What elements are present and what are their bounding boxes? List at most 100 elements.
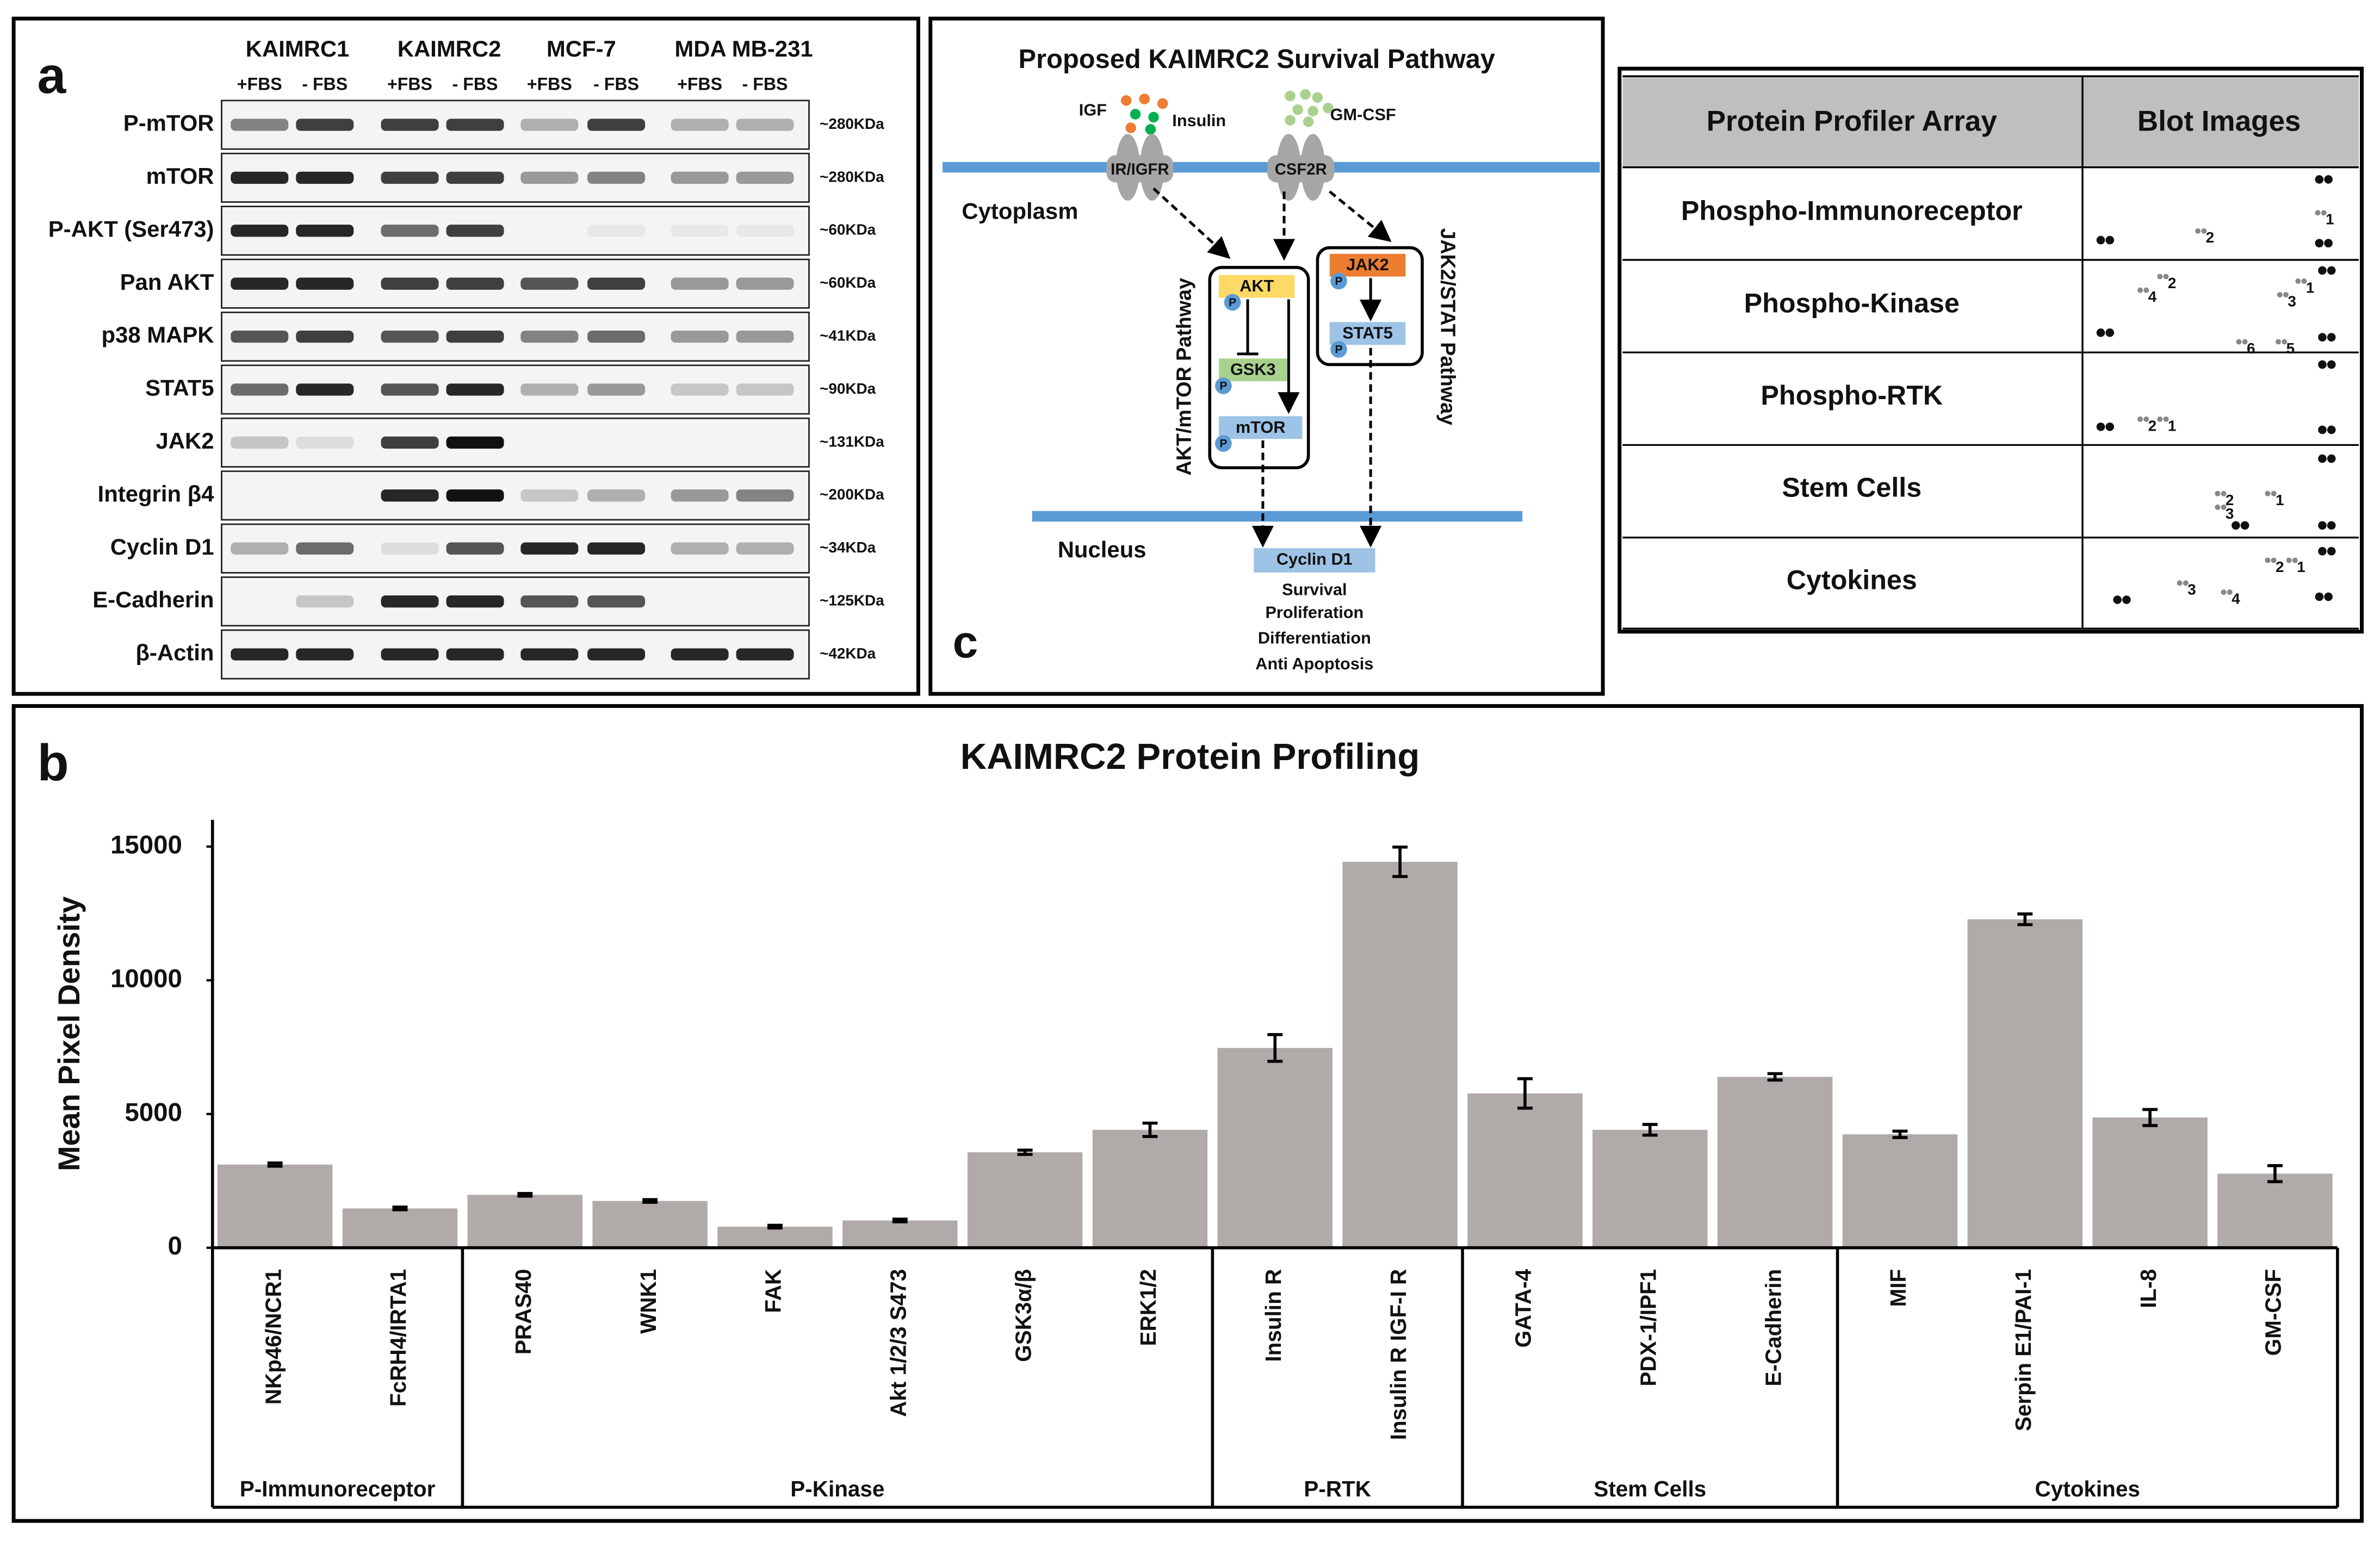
- spot-label: 2: [2148, 417, 2157, 434]
- blot-strip: [221, 417, 810, 468]
- blot-band: [231, 119, 289, 131]
- blot-band: [446, 225, 504, 237]
- blot-band: [520, 277, 579, 290]
- blot-band: [520, 542, 579, 555]
- blot-dot: [2315, 210, 2321, 216]
- blot-dot: [2318, 425, 2327, 434]
- table-frame: [1617, 66, 2364, 634]
- group-label: P-RTK: [1304, 1476, 1371, 1501]
- x-tick-label: Akt 1/2/3 S473: [885, 1269, 910, 1417]
- blot-band: [736, 489, 794, 502]
- blot-band: [446, 119, 504, 131]
- band-size: ~60KDa: [820, 221, 876, 238]
- blot-band: [381, 542, 439, 555]
- group-label: Cytokines: [2035, 1476, 2140, 1501]
- blot-dot: [2321, 210, 2327, 216]
- x-tick-label: Insulin R: [1261, 1269, 1286, 1362]
- x-tick-label: Insulin R IGF-I R: [1386, 1269, 1411, 1440]
- blot-dot: [2318, 360, 2327, 369]
- blot-dot: [2105, 235, 2115, 245]
- ligand: [1307, 105, 1318, 117]
- bar: [342, 1208, 458, 1248]
- error-bar: [642, 1198, 658, 1204]
- error-bar: [892, 1217, 908, 1223]
- blot-dot: [2096, 422, 2105, 431]
- receptor-body: [1267, 155, 1335, 183]
- error-bar: [767, 1223, 783, 1230]
- cell-line: KAIMRC1: [246, 36, 350, 61]
- x-tick-label: NKp46/NCR1: [261, 1269, 286, 1405]
- blot-dot: [2327, 360, 2336, 369]
- phospho-site: [1330, 272, 1347, 290]
- blot-dot: [2318, 454, 2327, 463]
- bar: [1717, 1077, 1833, 1248]
- error-bar: [1267, 1033, 1283, 1063]
- y-tick-label: 10000: [110, 964, 182, 993]
- node-label: JAK2: [1346, 255, 1389, 274]
- blot-band: [231, 383, 289, 396]
- row-name: Phospho-Kinase: [1744, 288, 1960, 318]
- x-tick-label: E-Cadherin: [1761, 1269, 1786, 1387]
- cell-line: KAIMRC2: [398, 36, 501, 61]
- blot-dot: [2327, 425, 2336, 434]
- condition: - FBS: [453, 74, 498, 94]
- protein-name: STAT5: [145, 375, 214, 401]
- blot-dot: [2242, 339, 2248, 345]
- phospho-label: P: [1229, 296, 1236, 309]
- blot-dot: [2277, 292, 2283, 298]
- blot-dot: [2221, 504, 2227, 510]
- panel-a-frame: [11, 16, 920, 696]
- outcome: Anti Apoptosis: [1255, 654, 1373, 673]
- phospho-site: [1215, 435, 1232, 452]
- blot-band: [671, 171, 729, 184]
- bar: [717, 1226, 833, 1248]
- bar: [467, 1195, 583, 1248]
- blot-band: [587, 595, 646, 608]
- ligand-label: Insulin: [1172, 111, 1226, 130]
- x-tick-label: IL-8: [2136, 1269, 2161, 1308]
- blot-band: [381, 225, 439, 237]
- error-bar: [2017, 912, 2033, 927]
- protein-name: p38 MAPK: [101, 322, 214, 347]
- condition: +FBS: [237, 74, 282, 94]
- bar: [1967, 919, 2082, 1248]
- blot-band: [587, 277, 646, 290]
- error-bar: [1517, 1077, 1533, 1110]
- blot-dot: [2271, 490, 2277, 496]
- blot-band: [671, 489, 729, 502]
- bar: [1092, 1129, 1208, 1248]
- protein-name: Cyclin D1: [110, 534, 214, 560]
- blot-dot: [2195, 228, 2201, 234]
- protein-name: Integrin β4: [98, 481, 215, 506]
- row-name: Cytokines: [1787, 564, 1917, 595]
- phospho-label: P: [1219, 380, 1227, 392]
- blot-dot: [2240, 521, 2249, 530]
- node: [1219, 275, 1295, 298]
- blot-dot: [2096, 235, 2105, 245]
- x-tick-label: GM-CSF: [2261, 1269, 2286, 1356]
- x-tick-label: ERK1/2: [1136, 1269, 1161, 1346]
- spot-label: 4: [2232, 590, 2240, 607]
- blot-dot: [2137, 416, 2143, 422]
- protein-name: β-Actin: [135, 640, 214, 666]
- blot-dot: [2227, 589, 2233, 595]
- condition: +FBS: [387, 74, 432, 94]
- blot-dot: [2286, 557, 2292, 563]
- band-size: ~34KDa: [820, 539, 876, 556]
- group-label: Stem Cells: [1594, 1476, 1706, 1501]
- band-size: ~125KDa: [820, 592, 884, 608]
- outcome: Differentiation: [1258, 629, 1371, 648]
- error-bar: [2142, 1108, 2158, 1127]
- blot-dot: [2318, 266, 2327, 275]
- error-bar: [267, 1161, 283, 1168]
- ligand: [1125, 122, 1136, 133]
- row-name: Phospho-RTK: [1761, 380, 1943, 411]
- panel-label: a: [38, 47, 67, 104]
- blot-band: [446, 489, 504, 502]
- blot-dot: [2143, 287, 2149, 293]
- blot-band: [736, 225, 794, 237]
- blot-band: [736, 330, 794, 343]
- blot-band: [381, 119, 439, 131]
- blot-band: [736, 277, 794, 290]
- y-tick-label: 5000: [125, 1098, 182, 1127]
